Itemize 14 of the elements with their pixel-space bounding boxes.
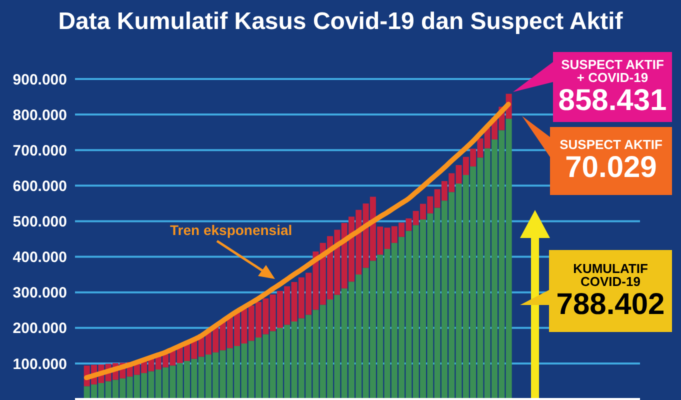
y-tick-label: 200.000 [12,320,67,338]
y-tick-label: 100.000 [12,356,67,373]
text: Tren eksponensial [170,222,292,238]
y-tick-label: 900.000 [12,71,67,88]
y-tick-label: 800.000 [12,106,67,124]
y-tick-label: 500.000 [12,214,67,231]
y-tick-label: 700.000 [12,142,67,160]
y-tick-label: 400.000 [12,249,67,266]
text: KUMULATIF COVID-19 788.402 [555,260,666,321]
text: SUSPECT AKTIF 70.029 [558,137,664,184]
chart-title: Data Kumulatif Kasus Covid-19 dan Suspect Aktif [57,8,624,36]
y-tick-label: 300.000 [12,284,67,302]
text: SUSPECT AKTIF + COVID-19 858.431 [557,56,668,117]
y-tick-label: 600.000 [12,178,67,195]
